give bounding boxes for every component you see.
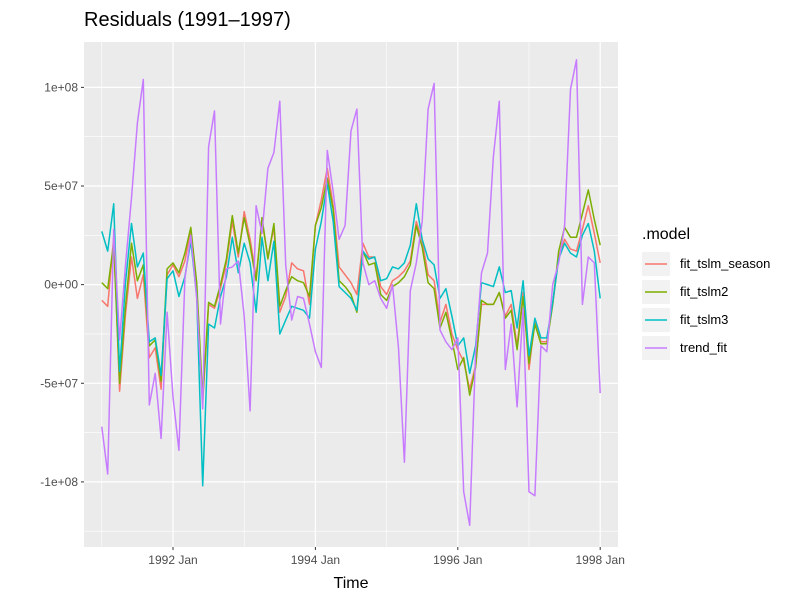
series-line-fit_tslm2 [101,177,601,400]
series-lines [101,59,601,527]
legend-item-trend_fit: trend_fit [642,336,727,360]
legend-label: fit_tslm2 [680,284,728,299]
legend-label: fit_tslm_season [680,256,770,271]
y-tick-label: 5e+07 [44,179,78,193]
legend-label: trend_fit [680,340,727,355]
legend-item-fit_tslm3: fit_tslm3 [642,308,728,332]
x-tick-label: 1998 Jan [576,553,625,567]
legend-item-fit_tslm2: fit_tslm2 [642,280,728,304]
x-tick-label: 1992 Jan [148,553,197,567]
x-axis-title: Time [334,575,369,592]
legend-title: .model [642,226,690,243]
x-tick-label: 1994 Jan [291,553,340,567]
series-line-trend_fit [101,59,601,527]
y-tick-label: -1e+08 [40,475,78,489]
y-tick-label: 0e+00 [44,278,78,292]
y-tick-label: -5e+07 [40,376,78,390]
legend: .model fit_tslm_season fit_tslm2 fit_tslm3… [642,226,770,360]
y-tick-label: 1e+08 [44,80,78,94]
y-axis: 1e+08 5e+07 0e+00 -5e+07 -1e+08 [40,80,84,489]
x-tick-label: 1996 Jan [433,553,482,567]
grid-major [84,42,618,547]
x-axis: 1992 Jan 1994 Jan 1996 Jan 1998 Jan [148,547,625,567]
legend-label: fit_tslm3 [680,312,728,327]
chart-title: Residuals (1991–1997) [84,9,291,31]
legend-item-fit_tslm_season: fit_tslm_season [642,252,770,276]
